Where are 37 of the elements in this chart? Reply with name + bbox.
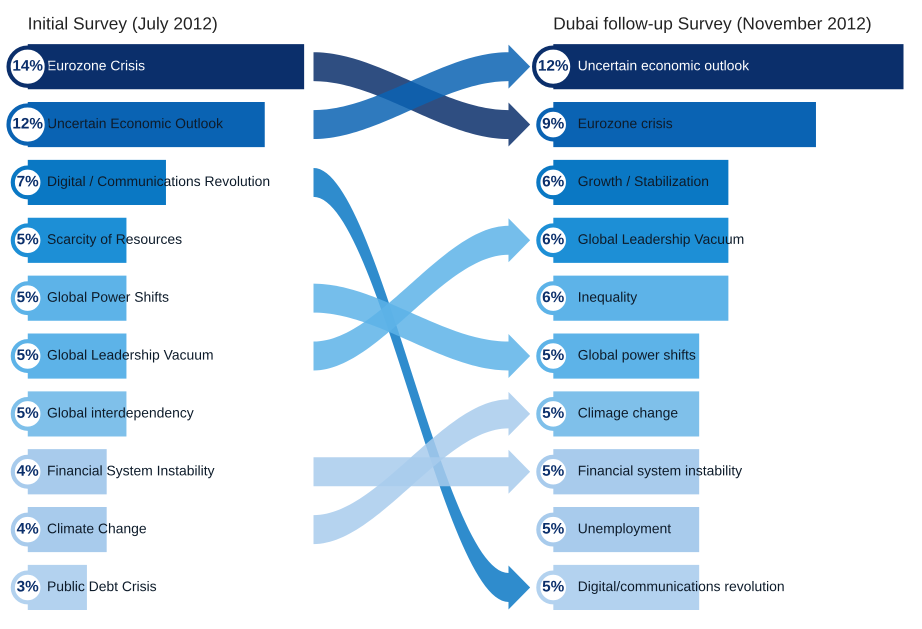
data-label: 12% bbox=[538, 60, 568, 71]
data-label: 4% bbox=[16, 465, 38, 476]
category-label: Public Debt Crisis bbox=[48, 581, 156, 592]
category-label: Financial system instability bbox=[578, 465, 742, 478]
category-label: Inequality bbox=[579, 292, 638, 305]
category-label: Eurozone crisis bbox=[578, 118, 672, 128]
data-label: 5% bbox=[17, 234, 38, 244]
category-label: Uncertain economic outlook bbox=[578, 60, 750, 70]
data-label: 4% bbox=[16, 522, 38, 534]
category-label: Climate Change bbox=[48, 523, 146, 536]
chart-title: Dubai follow-up Survey (November 2012) bbox=[554, 16, 871, 34]
category-label: Climage change bbox=[578, 407, 678, 420]
data-label: 5% bbox=[542, 407, 564, 418]
category-label: Uncertain Economic Outlook bbox=[48, 118, 224, 128]
category-label: Unemployment bbox=[578, 523, 672, 536]
data-label: 9% bbox=[542, 118, 564, 129]
data-label: 5% bbox=[542, 349, 564, 360]
category-label: Global power shifts bbox=[578, 350, 696, 362]
data-label: 5% bbox=[17, 291, 38, 302]
data-label: 12% bbox=[13, 118, 43, 129]
category-label: Financial System Instability bbox=[48, 465, 214, 478]
data-label: 6% bbox=[542, 176, 564, 187]
data-label: 14% bbox=[13, 60, 43, 71]
data-label: 5% bbox=[542, 465, 564, 476]
data-label: 7% bbox=[17, 176, 38, 186]
data-label: 6% bbox=[542, 291, 564, 302]
category-label: Global interdependency bbox=[48, 407, 194, 420]
data-label: 5% bbox=[17, 349, 38, 360]
data-label: 6% bbox=[542, 234, 564, 244]
category-label: Eurozone Crisis bbox=[48, 60, 145, 70]
chart-title: Initial Survey (July 2012) bbox=[29, 16, 217, 34]
data-label: 3% bbox=[16, 580, 38, 592]
category-label: Digital/communications revolution bbox=[578, 581, 784, 594]
category-label: Growth / Stabilization bbox=[578, 176, 708, 186]
data-label: 5% bbox=[17, 407, 38, 418]
data-label: 5% bbox=[542, 580, 564, 592]
data-label: 5% bbox=[542, 522, 564, 534]
